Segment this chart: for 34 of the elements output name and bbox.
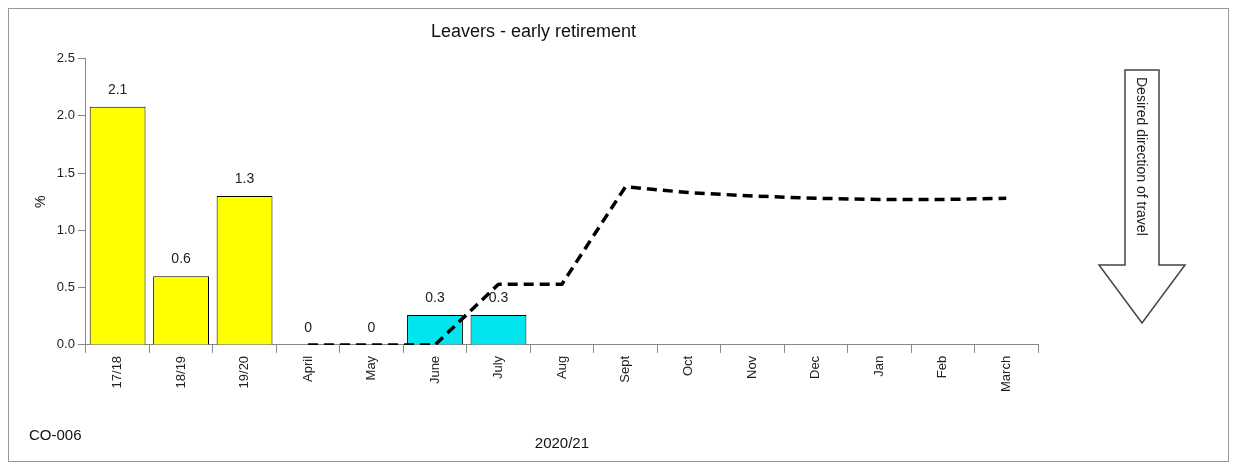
y-tick-label: 1.0 bbox=[56, 221, 75, 237]
x-tick-label: March bbox=[997, 355, 1013, 393]
x-tick-label: 19/20 bbox=[236, 355, 252, 389]
data-label: 0.6 bbox=[171, 250, 192, 267]
x-tick-label: 18/19 bbox=[172, 355, 188, 389]
data-label: 2.1 bbox=[107, 80, 128, 97]
data-label: 0 bbox=[304, 318, 313, 335]
x-axis-title: 2020/21 bbox=[534, 434, 590, 452]
x-tick-label: Jan bbox=[870, 355, 886, 377]
x-tick-label: Nov bbox=[743, 355, 759, 380]
x-tick-label: June bbox=[426, 355, 442, 385]
x-tick-label: 17/18 bbox=[109, 355, 125, 389]
x-tick-label: April bbox=[299, 355, 315, 382]
y-tick-label: 2.0 bbox=[56, 107, 75, 123]
data-label: 0.3 bbox=[425, 288, 445, 305]
y-axis-title: % bbox=[32, 195, 49, 208]
arrow-icon: Desired direction of travel bbox=[1097, 69, 1187, 325]
x-tick-label: Oct bbox=[680, 355, 696, 377]
text: CO-006 bbox=[29, 426, 82, 443]
y-tick-label: 2.5 bbox=[56, 50, 75, 66]
data-label: 0.3 bbox=[488, 288, 509, 305]
chart-title: Leavers - early retirement bbox=[430, 20, 637, 41]
x-tick-label: May bbox=[363, 355, 379, 381]
x-tick-label: Dec bbox=[807, 355, 823, 380]
x-tick-label: July bbox=[490, 355, 506, 380]
data-label: 1.3 bbox=[234, 169, 255, 186]
y-tick-label: 0.5 bbox=[56, 279, 75, 295]
x-tick-label: Feb bbox=[934, 355, 950, 379]
line-series bbox=[306, 185, 1009, 345]
y-tick-label: 1.5 bbox=[56, 164, 75, 180]
y-tick-label: 0.0 bbox=[56, 336, 75, 352]
x-tick-label: Aug bbox=[553, 355, 569, 380]
x-tick-label: Sept bbox=[616, 355, 632, 383]
data-label: 0 bbox=[367, 318, 376, 335]
